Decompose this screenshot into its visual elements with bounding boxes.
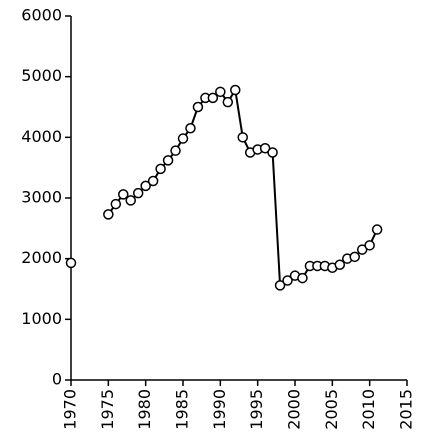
x-tick-label: 1975	[98, 389, 117, 430]
x-tick-label: 1995	[247, 389, 266, 430]
data-point	[162, 155, 174, 166]
data-point	[103, 209, 114, 220]
data-point	[140, 180, 151, 192]
data-point	[297, 272, 308, 284]
data-point	[215, 86, 226, 98]
data-point	[237, 132, 248, 143]
data-point	[125, 195, 136, 206]
data-point	[177, 133, 189, 144]
y-tick-label: 1000	[21, 309, 62, 328]
data-point	[282, 275, 293, 286]
data-point	[274, 280, 286, 291]
x-tick-label: 2000	[285, 389, 304, 430]
data-point	[334, 259, 346, 270]
data-point	[267, 147, 278, 158]
y-tick-label: 5000	[21, 66, 62, 85]
data-point	[230, 84, 241, 96]
x-tick-label: 1985	[173, 389, 192, 430]
data-point	[185, 122, 196, 134]
data-point	[192, 101, 204, 113]
data-point	[364, 240, 375, 251]
data-point	[207, 92, 219, 104]
y-tick-label: 2000	[21, 248, 62, 267]
x-tick-label: 1980	[135, 389, 154, 430]
x-tick-label: 2010	[359, 389, 378, 430]
data-point	[118, 189, 129, 200]
y-tick-label: 4000	[21, 127, 62, 146]
y-tick-label: 6000	[21, 6, 62, 25]
data-point	[147, 175, 159, 187]
x-tick-label: 1970	[61, 389, 80, 430]
x-tick-label: 2015	[397, 389, 416, 430]
y-tick-label: 3000	[21, 188, 62, 207]
data-point	[65, 257, 77, 269]
data-point	[132, 187, 144, 199]
data-point	[371, 224, 383, 235]
x-tick-label: 2005	[322, 389, 341, 430]
data-point	[349, 251, 360, 263]
y-tick-label: 0	[52, 370, 62, 389]
data-point	[155, 163, 166, 175]
x-tick-label: 1990	[210, 389, 229, 430]
data-point	[222, 96, 234, 108]
data-point	[110, 198, 122, 210]
data-point	[170, 145, 181, 156]
